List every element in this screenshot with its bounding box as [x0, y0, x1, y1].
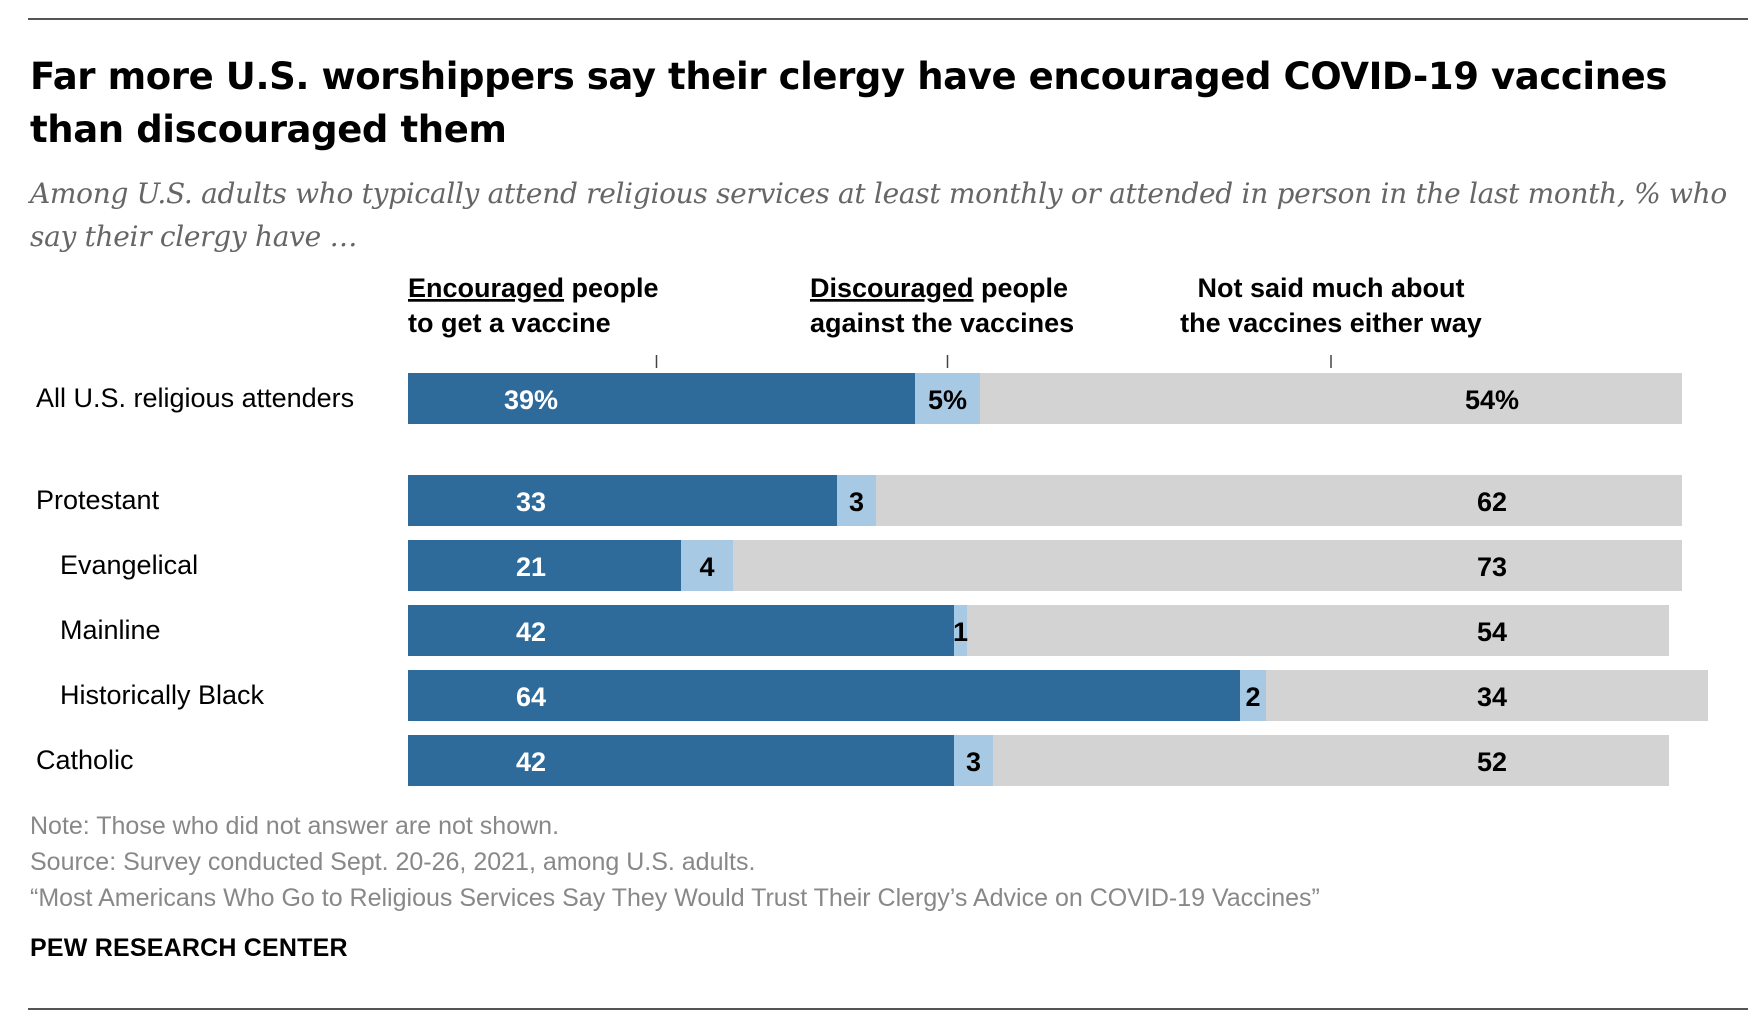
bottom-rule — [28, 1008, 1748, 1010]
data-label-not_said: 54% — [1465, 385, 1519, 415]
publisher-brand: PEW RESEARCH CENTER — [30, 934, 348, 962]
header-line2-not_said: the vaccines either way — [1180, 308, 1482, 338]
chart-rows: All U.S. religious attenders 39% 5% 54% Prot… — [36, 373, 1708, 786]
category-label: Mainline — [60, 615, 161, 645]
source-line: Source: Survey conducted Sept. 20-26, 20… — [30, 848, 756, 876]
header-line1-not_said: Not said much about — [1197, 273, 1464, 303]
top-rule — [28, 18, 1748, 20]
bar-segment-encouraged — [408, 475, 837, 526]
bar-segment-not_said — [993, 735, 1669, 786]
category-label: Catholic — [36, 745, 134, 775]
data-label-not_said: 54 — [1477, 617, 1507, 647]
bar-segment-not_said — [980, 373, 1682, 424]
data-label-discouraged: 3 — [966, 747, 981, 777]
bar-row: Protestant 33 3 62 — [36, 475, 1682, 526]
bar-segment-discouraged — [837, 475, 876, 526]
data-label-encouraged: 33 — [516, 487, 546, 517]
bar-segment-not_said — [733, 540, 1682, 591]
bar-segment-discouraged — [954, 605, 967, 656]
data-label-encouraged: 64 — [516, 682, 546, 712]
report-title: “Most Americans Who Go to Religious Serv… — [30, 884, 1320, 912]
data-label-not_said: 73 — [1477, 552, 1507, 582]
data-label-discouraged: 4 — [699, 552, 714, 582]
category-label: Evangelical — [60, 550, 198, 580]
bar-row: Historically Black 64 2 34 — [60, 670, 1708, 721]
bar-row: Mainline 42 1 54 — [60, 605, 1669, 656]
bar-row: Catholic 42 3 52 — [36, 735, 1669, 786]
data-label-not_said: 62 — [1477, 487, 1507, 517]
bar-segment-encouraged — [408, 605, 954, 656]
bar-segment-encouraged — [408, 735, 954, 786]
data-label-discouraged: 2 — [1245, 682, 1260, 712]
chart-subtitle: Among U.S. adults who typically attend r… — [30, 177, 1727, 253]
bar-segment-not_said — [967, 605, 1669, 656]
bar-segment-encouraged — [408, 540, 681, 591]
category-label: Protestant — [36, 485, 160, 515]
bar-row: Evangelical 21 4 73 — [60, 540, 1682, 591]
header-underlined-encouraged: Encouraged — [408, 273, 564, 303]
bar-segment-discouraged — [1240, 670, 1266, 721]
data-label-discouraged: 5% — [928, 385, 967, 415]
bar-segment-encouraged — [408, 670, 1240, 721]
header-rest-discouraged: people — [974, 273, 1069, 303]
data-label-encouraged: 39% — [504, 385, 558, 415]
header-line2-discouraged: against the vaccines — [810, 308, 1074, 338]
bar-segment-discouraged — [915, 373, 980, 424]
data-label-not_said: 52 — [1477, 747, 1507, 777]
header-line1-encouraged: Encouraged people — [408, 273, 659, 303]
chart-title: Far more U.S. worshippers say their cler… — [30, 55, 1667, 151]
data-label-discouraged: 3 — [849, 487, 864, 517]
header-line1-discouraged: Discouraged people — [810, 273, 1068, 303]
header-line2-encouraged: to get a vaccine — [408, 308, 611, 338]
footnote: Note: Those who did not answer are not s… — [30, 812, 560, 840]
bar-row: All U.S. religious attenders 39% 5% 54% — [36, 373, 1682, 424]
bar-segment-discouraged — [954, 735, 993, 786]
header-rest-encouraged: people — [564, 273, 659, 303]
bar-segment-not_said — [1266, 670, 1708, 721]
data-label-not_said: 34 — [1477, 682, 1507, 712]
category-label: All U.S. religious attenders — [36, 383, 354, 413]
bar-segment-not_said — [876, 475, 1682, 526]
bar-segment-encouraged — [408, 373, 915, 424]
category-label: Historically Black — [60, 680, 265, 710]
data-label-discouraged: 1 — [953, 617, 968, 647]
data-label-encouraged: 42 — [516, 617, 546, 647]
bar-segment-discouraged — [681, 540, 733, 591]
column-headers: Encouraged people to get a vaccine Discour… — [408, 273, 1482, 368]
data-label-encouraged: 21 — [516, 552, 546, 582]
stacked-bar-chart: Encouraged people to get a vaccine Discour… — [36, 273, 1708, 786]
header-rest-not_said: Not said much about — [1197, 273, 1464, 303]
data-label-encouraged: 42 — [516, 747, 546, 777]
header-underlined-discouraged: Discouraged — [810, 273, 974, 303]
